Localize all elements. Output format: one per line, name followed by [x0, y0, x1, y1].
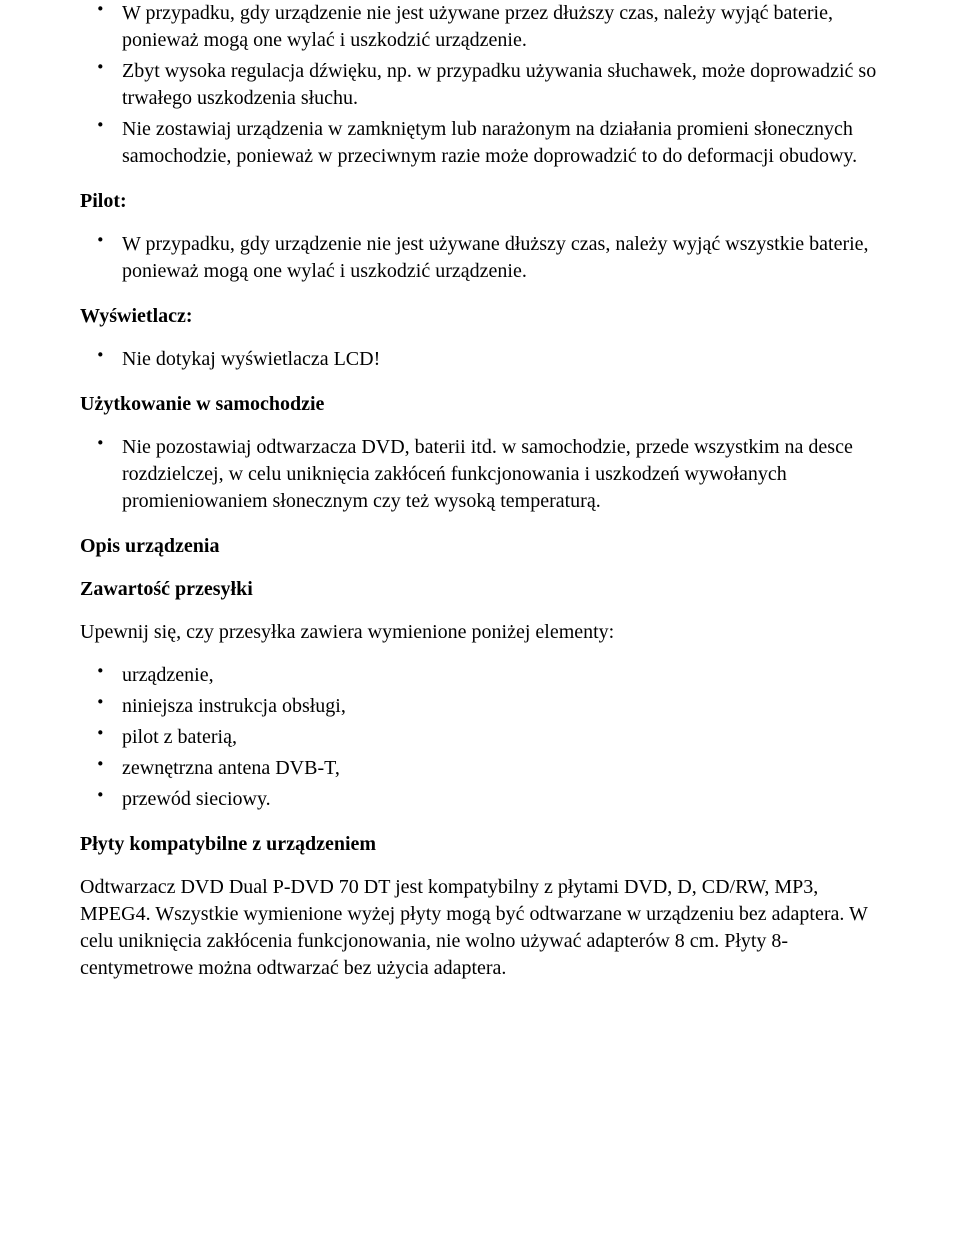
manual-page: W przypadku, gdy urządzenie nie jest uży… — [0, 0, 960, 1236]
list-item: urządzenie, — [80, 662, 880, 689]
compatible-discs-heading: Płyty kompatybilne z urządzeniem — [80, 831, 880, 858]
list-item: Zbyt wysoka regulacja dźwięku, np. w prz… — [80, 58, 880, 112]
display-heading: Wyświetlacz: — [80, 303, 880, 330]
list-item: pilot z baterią, — [80, 724, 880, 751]
package-contents-list: urządzenie, niniejsza instrukcja obsługi… — [80, 662, 880, 813]
intro-warnings-list: W przypadku, gdy urządzenie nie jest uży… — [80, 0, 880, 170]
compatible-discs-paragraph: Odtwarzacz DVD Dual P-DVD 70 DT jest kom… — [80, 874, 880, 982]
car-use-heading: Użytkowanie w samochodzie — [80, 391, 880, 418]
list-item: Nie dotykaj wyświetlacza LCD! — [80, 346, 880, 373]
list-item: niniejsza instrukcja obsługi, — [80, 693, 880, 720]
pilot-heading: Pilot: — [80, 188, 880, 215]
pilot-heading-text: Pilot: — [80, 190, 127, 212]
list-item: Nie zostawiaj urządzenia w zamkniętym lu… — [80, 116, 880, 170]
pilot-list: W przypadku, gdy urządzenie nie jest uży… — [80, 231, 880, 285]
list-item: W przypadku, gdy urządzenie nie jest uży… — [80, 231, 880, 285]
list-item: zewnętrzna antena DVB-T, — [80, 755, 880, 782]
list-item: Nie pozostawiaj odtwarzacza DVD, baterii… — [80, 434, 880, 515]
package-contents-heading: Zawartość przesyłki — [80, 576, 880, 603]
device-description-heading: Opis urządzenia — [80, 533, 880, 560]
list-item: W przypadku, gdy urządzenie nie jest uży… — [80, 0, 880, 54]
package-contents-intro: Upewnij się, czy przesyłka zawiera wymie… — [80, 619, 880, 646]
display-list: Nie dotykaj wyświetlacza LCD! — [80, 346, 880, 373]
car-use-list: Nie pozostawiaj odtwarzacza DVD, baterii… — [80, 434, 880, 515]
list-item: przewód sieciowy. — [80, 786, 880, 813]
